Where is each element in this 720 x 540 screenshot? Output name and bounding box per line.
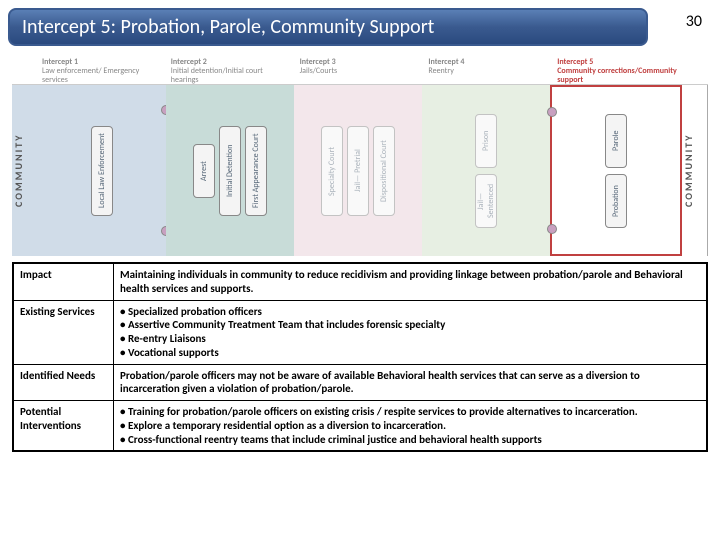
intercept-2-label: Intercept 2Initial detention/Initial cou… <box>167 56 296 84</box>
col-4: Prison Jail— Sentenced <box>422 85 550 256</box>
table-row: Existing Services Specialized probation … <box>14 300 707 364</box>
box-first-appearance: First Appearance Court <box>245 126 267 216</box>
intercept-4-label: Intercept 4Reentry <box>424 56 553 84</box>
slide-title-bar: Intercept 5: Probation, Parole, Communit… <box>8 8 648 46</box>
table-row: Impact Maintaining individuals in commun… <box>14 264 707 301</box>
box-jail-pretrial: Jail— Pretrial <box>347 126 369 216</box>
list-item: Vocational supports <box>120 346 700 360</box>
list-item: Cross-functional reentry teams that incl… <box>120 433 700 447</box>
intercept-diagram: Intercept 1Law enforcement/ Emergency se… <box>12 56 708 256</box>
row-content-existing: Specialized probation officers Assertive… <box>114 300 707 364</box>
box-jail-sentenced: Jail— Sentenced <box>475 174 497 228</box>
intercept-5-label: Intercept 5Community corrections/Communi… <box>553 56 682 84</box>
info-table: Impact Maintaining individuals in commun… <box>12 262 708 452</box>
community-left: COMMUNITY <box>12 85 38 256</box>
list-item: Specialized probation officers <box>120 305 700 319</box>
box-parole: Parole <box>605 114 627 168</box>
col-2: Arrest Initial Detention First Appearanc… <box>166 85 294 256</box>
box-specialty-court: Specialty Court <box>321 126 343 216</box>
slide-title: Intercept 5: Probation, Parole, Communit… <box>22 15 434 39</box>
page-number: 30 <box>686 12 702 31</box>
intercept-labels-row: Intercept 1Law enforcement/ Emergency se… <box>12 56 708 84</box>
box-initial-detention: Initial Detention <box>219 126 241 216</box>
intercept-3-label: Intercept 3Jails/Courts <box>296 56 425 84</box>
row-content-needs: Probation/parole officers may not be awa… <box>114 364 707 401</box>
row-label-interventions: Potential Interventions <box>14 401 114 451</box>
box-prison: Prison <box>475 114 497 168</box>
col-1: Local Law Enforcement <box>38 85 166 256</box>
community-right: COMMUNITY <box>682 85 708 256</box>
box-arrest: Arrest <box>193 144 215 198</box>
list-item: Explore a temporary residential option a… <box>120 419 700 433</box>
table-row: Identified Needs Probation/parole office… <box>14 364 707 401</box>
table-row: Potential Interventions Training for pro… <box>14 401 707 451</box>
row-content-impact: Maintaining individuals in community to … <box>114 264 707 301</box>
col-5-highlight: Parole Probation <box>550 85 682 256</box>
intercept-1-label: Intercept 1Law enforcement/ Emergency se… <box>38 56 167 84</box>
diagram-body: COMMUNITY Local Law Enforcement Arrest I… <box>12 84 708 256</box>
row-content-interventions: Training for probation/parole officers o… <box>114 401 707 451</box>
box-law-enforcement: Local Law Enforcement <box>91 126 113 216</box>
list-item: Assertive Community Treatment Team that … <box>120 318 700 332</box>
row-label-needs: Identified Needs <box>14 364 114 401</box>
col-3: Specialty Court Jail— Pretrial Dispositi… <box>294 85 422 256</box>
row-label-existing: Existing Services <box>14 300 114 364</box>
list-item: Training for probation/parole officers o… <box>120 405 700 419</box>
row-label-impact: Impact <box>14 264 114 301</box>
list-item: Re-entry Liaisons <box>120 332 700 346</box>
box-probation: Probation <box>605 174 627 228</box>
box-dispositional: Dispositional Court <box>373 126 395 216</box>
